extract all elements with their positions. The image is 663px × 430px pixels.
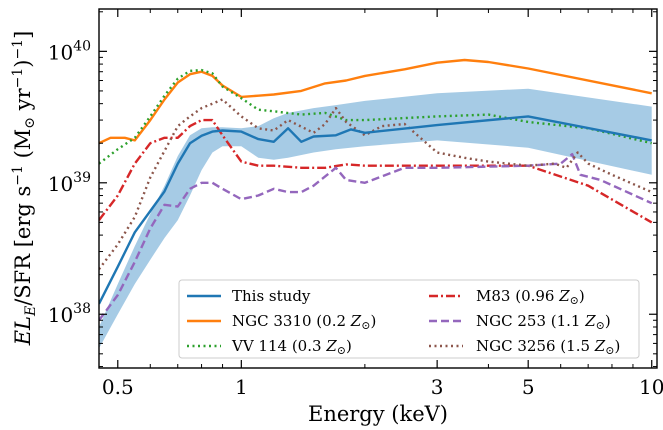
y-tick-label: 1038: [48, 301, 91, 327]
legend: This study NGC 3310 (0.2 Z⊙) VV 114 (0.3…: [178, 279, 640, 359]
y-axis-title: ELE/SFR [erg s−1 (M⊙ yr−1)−1]: [10, 31, 39, 347]
confidence-band: [99, 88, 652, 349]
plot-area: [99, 58, 653, 349]
legend-frame: [178, 279, 640, 359]
series-line-this-study: [99, 115, 652, 305]
axis-ticks: 0.5 1 3 5 10 1038 1039 1040: [48, 9, 663, 399]
x-tick-label: 0.5: [102, 375, 134, 399]
x-tick-label: 1: [235, 375, 248, 399]
x-axis-title: Energy (keV): [308, 402, 448, 426]
legend-label-this-study: This study: [232, 287, 311, 305]
series-line-ngc-253-1-1-z: [99, 152, 653, 322]
x-tick-label: 5: [522, 375, 535, 399]
series-line-ngc-3310-0-2-z: [99, 58, 652, 145]
y-tick-label: 1040: [48, 38, 91, 64]
x-tick-label: 3: [431, 375, 444, 399]
legend-label-ngc3256: NGC 3256 (1.5 Z⊙): [476, 337, 620, 357]
legend-label-vv114: VV 114 (0.3 Z⊙): [231, 337, 352, 357]
x-tick-label: 10: [639, 375, 663, 399]
series-line-m83-0-96-z: [99, 118, 653, 224]
y-tick-label: 1039: [48, 170, 91, 196]
series-line-vv-114-0-3-z: [99, 68, 652, 165]
legend-label-m83: M83 (0.96 Z⊙): [476, 287, 585, 307]
legend-label-ngc3310: NGC 3310 (0.2 Z⊙): [232, 312, 376, 332]
legend-label-ngc253: NGC 253 (1.1 Z⊙): [476, 312, 611, 332]
